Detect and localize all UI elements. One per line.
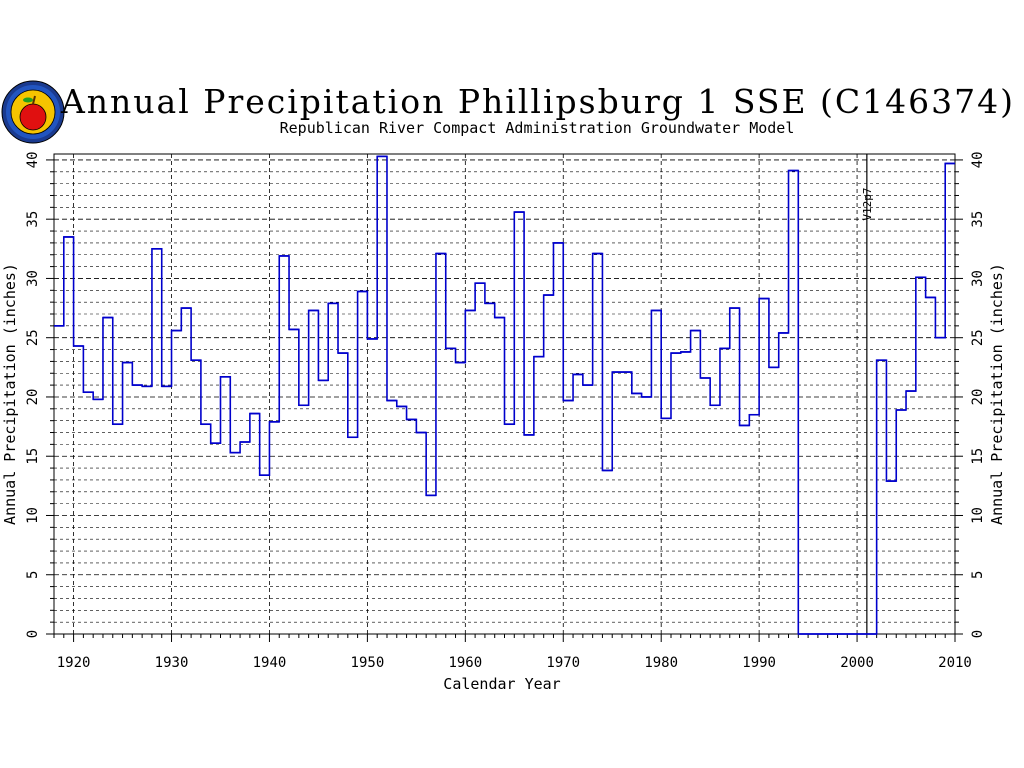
- y-tick-label: 40: [25, 151, 41, 168]
- x-tick-label: 1950: [351, 655, 385, 671]
- version-marker: V12p7: [861, 154, 874, 634]
- chart-subtitle: Republican River Compact Administration …: [280, 119, 795, 137]
- y-axis-label-right: Annual Precipitation (inches): [988, 263, 1006, 525]
- y-tick-label: 35: [25, 211, 41, 228]
- logo: [1, 80, 65, 144]
- y-tick-label: 15: [970, 448, 986, 465]
- y-tick-label: 25: [25, 329, 41, 346]
- x-tick-label: 2010: [938, 655, 972, 671]
- x-tick-label: 1990: [742, 655, 776, 671]
- y-tick-label: 5: [25, 571, 41, 579]
- x-tick-label: 1940: [253, 655, 287, 671]
- y-axis-label-left: Annual Precipitation (inches): [1, 263, 19, 525]
- y-tick-label: 15: [25, 448, 41, 465]
- y-tick-label: 20: [970, 389, 986, 406]
- x-tick-label: 1930: [155, 655, 189, 671]
- y-tick-label: 40: [970, 151, 986, 168]
- y-tick-label: 35: [970, 211, 986, 228]
- y-tick-label: 0: [970, 630, 986, 638]
- y-tick-label: 0: [25, 630, 41, 638]
- x-tick-label: 1960: [448, 655, 482, 671]
- y-axis-right: 0 5 10 15 20 25 30 35 40: [955, 151, 986, 638]
- chart-title: Annual Precipitation Phillipsburg 1 SSE …: [60, 82, 1015, 121]
- y-tick-label: 10: [970, 507, 986, 524]
- x-tick-label: 2000: [840, 655, 874, 671]
- series-group: [54, 155, 955, 635]
- x-axis: 1920 1930 1940 1950 1960 1970 1980 1990 2000 2010: [53, 634, 972, 671]
- x-tick-label: 1980: [644, 655, 678, 671]
- year-grid: [73, 154, 858, 634]
- y-tick-label: 25: [970, 329, 986, 346]
- x-axis-label: Calendar Year: [443, 675, 560, 693]
- y-tick-label: 10: [25, 507, 41, 524]
- y-tick-label: 30: [970, 270, 986, 287]
- x-tick-label: 1920: [57, 655, 91, 671]
- series-step-line: [54, 155, 955, 635]
- y-tick-label: 5: [970, 571, 986, 579]
- y-tick-label: 30: [25, 270, 41, 287]
- marker-label: V12p7: [861, 187, 874, 220]
- y-axis-left: 0 5 10 15 20 25 30 35 40: [25, 151, 54, 638]
- x-tick-label: 1970: [546, 655, 580, 671]
- y-tick-label: 20: [25, 389, 41, 406]
